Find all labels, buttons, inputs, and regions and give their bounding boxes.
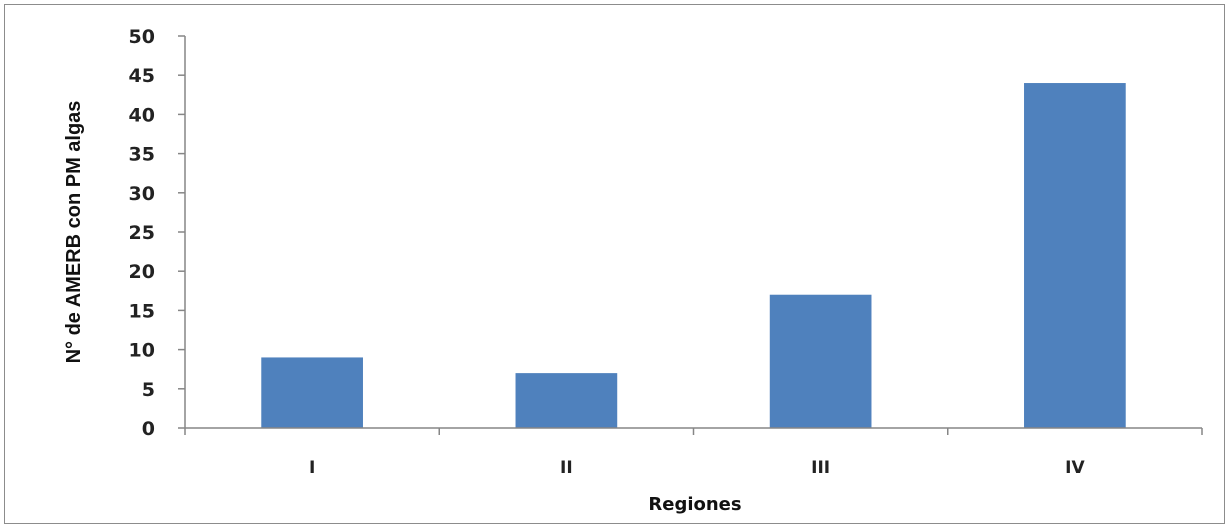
chart-frame [4, 4, 1225, 524]
bar-iii [769, 294, 872, 428]
y-tick-label: 10 [129, 340, 155, 362]
bars [261, 83, 1126, 428]
y-axis: 0 5 10 15 20 25 30 35 40 45 50 [129, 26, 186, 440]
y-tick-label: 15 [129, 300, 155, 322]
y-tick-label: 20 [129, 261, 155, 283]
x-tick-label: I [309, 458, 315, 478]
y-tick-label: 5 [142, 379, 155, 401]
y-tick-label: 45 [129, 65, 155, 87]
y-axis-title: N° de AMERB con PM algas [63, 101, 85, 364]
x-axis: I II III IV [184, 427, 1203, 478]
x-axis-title: Regiones [648, 494, 741, 515]
y-tick-label: 35 [129, 144, 155, 166]
x-tick-label: III [811, 458, 830, 478]
y-tick-label: 50 [129, 26, 155, 48]
x-tick-label: II [560, 458, 573, 478]
y-tick-label: 40 [129, 104, 155, 126]
y-tick-label: 25 [129, 222, 155, 244]
bar-iv [1024, 83, 1126, 428]
y-tick-label: 0 [142, 418, 155, 440]
x-tick-label: IV [1065, 458, 1085, 478]
y-tick-label: 30 [129, 183, 155, 205]
bar-ii [515, 373, 618, 428]
bar-i [261, 357, 363, 428]
